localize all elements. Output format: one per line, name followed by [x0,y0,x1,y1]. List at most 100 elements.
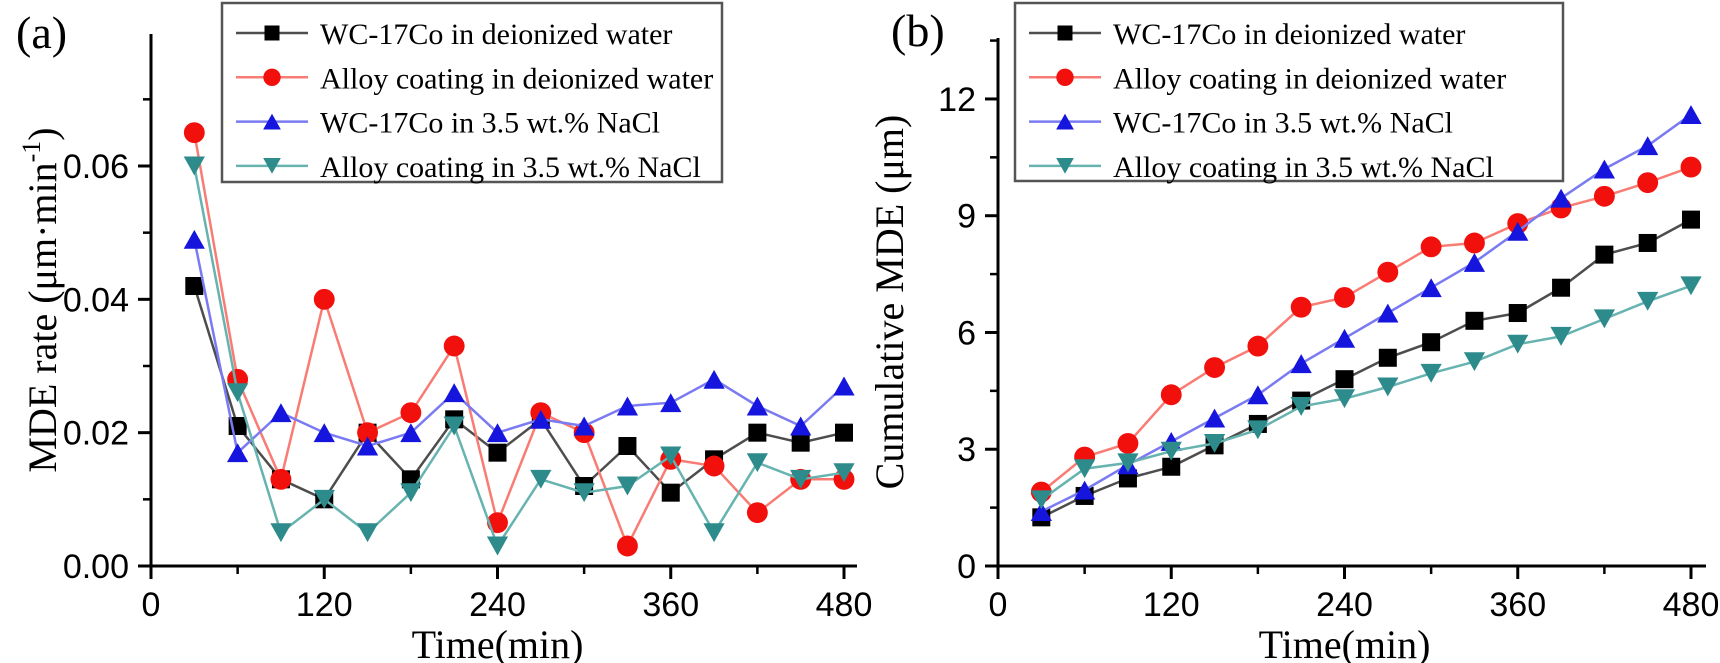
series-line [1040,284,1692,501]
data-point-marker-triangle-up [1507,221,1529,241]
data-point-marker-triangle-up [1463,252,1486,272]
data-point-marker-triangle-up [1247,385,1269,405]
data-point-marker-square [264,25,280,41]
data-point-marker-triangle-up [227,443,249,463]
data-point-marker-triangle-down [1333,389,1356,409]
data-point-marker-triangle-up [443,383,465,403]
data-point-marker-square [1057,25,1073,41]
data-point-marker-triangle-up [1420,278,1442,298]
data-point-marker-square [488,443,507,462]
data-point-marker-square [748,423,767,442]
series-line [1040,165,1692,494]
data-point-marker-triangle-down [1074,459,1096,479]
series-line [193,132,844,550]
data-point-marker-triangle-up [530,409,552,429]
data-point-marker-triangle-up [1056,113,1074,130]
legend-entry-alloy-deionized: Alloy coating in deionized water [236,62,713,95]
data-point-marker-circle [443,335,465,357]
data-point-marker-circle [313,288,335,310]
data-point-marker-triangle-down [1117,453,1139,473]
data-point-marker-triangle-up [616,396,639,416]
data-point-marker-triangle-down [1056,158,1074,174]
data-point-marker-square [1595,245,1614,264]
data-point-marker-circle [1637,172,1659,194]
data-point-marker-triangle-down [790,469,812,489]
data-point-marker-triangle-up [270,403,292,423]
data-point-marker-triangle-down [1247,420,1269,440]
data-point-marker-triangle-down [1550,326,1572,346]
x-tick-label: 0 [142,586,161,624]
legend-label: Alloy coating in 3.5 wt.% NaCl [1113,151,1494,184]
y-tick-label: 3 [957,431,976,469]
chart-a: 0 120 240 360 480 0.00 0.02 0.04 0.06 Time(min) MD… [17,1,872,663]
data-point-marker-square [835,423,853,442]
data-point-marker-triangle-up [1637,136,1659,156]
x-tick-label: 120 [296,586,353,624]
data-point-marker-triangle-down [1637,291,1659,311]
data-point-marker-triangle-down [1203,433,1226,453]
y-axis-title: MDE rate (μm·min-1) [17,127,65,472]
series-line [193,165,845,549]
x-tick-label: 360 [642,586,699,624]
data-point-marker-circle [1290,296,1312,318]
data-point-marker-square [618,436,637,455]
chart-a-legend: WC-17Co in deionized water Alloy coating … [220,1,724,184]
data-point-marker-square [1638,233,1657,252]
data-point-marker-triangle-up [660,393,682,413]
data-point-marker-circle [1420,236,1442,258]
data-point-marker-circle [616,535,638,557]
data-point-marker-square [1422,333,1441,352]
x-tick-label: 480 [1663,586,1720,624]
x-axis-title: Time(min) [1259,622,1431,663]
data-point-marker-triangle-down [486,536,509,556]
data-point-marker-circle [1117,432,1139,454]
data-point-marker-square [1508,304,1527,323]
series-alloy-deionized [183,122,855,557]
series-wc17co-nacl [183,229,855,463]
data-point-marker-triangle-down [1680,276,1702,296]
data-point-marker-circle [1680,156,1702,178]
data-point-marker-triangle-up [1377,303,1399,323]
series-line [1040,113,1692,513]
legend-label: WC-17Co in 3.5 wt.% NaCl [320,107,660,140]
x-tick-label: 240 [1316,586,1373,624]
data-point-marker-triangle-up [1550,188,1572,208]
data-point-marker-circle [400,402,422,424]
legend-entry-wc17co-nacl: WC-17Co in 3.5 wt.% NaCl [1029,107,1453,140]
data-point-marker-circle [1247,335,1269,357]
data-point-marker-triangle-down [1377,377,1399,397]
series-wc17co-nacl [1030,105,1702,521]
y-tick-label: 0.04 [63,281,129,319]
x-tick-label: 360 [1489,586,1546,624]
data-point-marker-triangle-up [1203,408,1226,428]
data-point-marker-triangle-down [227,383,249,403]
legend-label: Alloy coating in 3.5 wt.% NaCl [320,151,701,184]
data-point-marker-triangle-down [1290,396,1312,416]
data-point-marker-triangle-up [1333,328,1356,348]
legend-label: Alloy coating in deionized water [320,62,713,95]
series-line [193,239,845,456]
data-point-marker-triangle-up [263,113,281,130]
data-point-marker-circle [1204,357,1226,378]
series-line [1040,218,1692,519]
data-point-marker-square [185,276,204,295]
data-point-marker-triangle-up [356,436,379,456]
data-point-marker-triangle-up [1074,480,1096,500]
chart-b: 0 120 240 360 480 0 3 6 9 12 Time(min) Cumulative M… [867,1,1720,663]
data-point-marker-triangle-down [1030,490,1052,510]
x-axis-title: Time(min) [412,622,584,663]
panel-label-b: (b) [891,5,945,56]
data-point-marker-triangle-down [263,158,281,174]
data-point-marker-triangle-down [616,476,639,496]
data-point-marker-triangle-down [660,446,682,466]
data-point-marker-circle [1463,232,1485,254]
chart-b-legend: WC-17Co in deionized water Alloy coating … [1013,1,1565,184]
data-point-marker-triangle-up [573,416,595,436]
y-tick-label: 6 [957,314,976,352]
data-point-marker-triangle-up [486,423,509,443]
legend-label: WC-17Co in 3.5 wt.% NaCl [1113,107,1453,140]
data-point-marker-triangle-down [573,483,595,503]
y-tick-label: 9 [957,198,976,236]
legend-label: WC-17Co in deionized water [320,18,672,51]
